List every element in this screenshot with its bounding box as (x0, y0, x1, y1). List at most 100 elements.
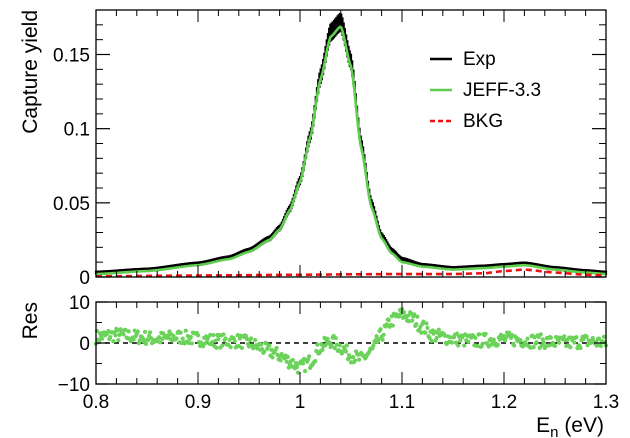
energy-tick-label: 0.9 (185, 392, 211, 413)
residual-point (401, 310, 407, 315)
residual-point (178, 330, 183, 335)
residual-point (333, 335, 338, 341)
residual-point (414, 322, 419, 327)
residual-point (601, 334, 607, 339)
residual-point (410, 318, 415, 323)
residual-point (203, 341, 208, 346)
residual-plot-area (93, 306, 609, 375)
residual-point (290, 357, 295, 363)
residual-point (412, 312, 417, 317)
residual-point (116, 338, 121, 343)
residual-point (449, 340, 455, 345)
residual-tick-label: 10 (69, 293, 90, 314)
residual-point (491, 337, 496, 342)
residual-point (329, 343, 334, 348)
residual-point (158, 340, 163, 345)
residual-point (458, 338, 463, 343)
residual-point (512, 343, 517, 348)
residual-tick-label: 0 (79, 334, 90, 355)
yield-y-ticks: 0 0.05 0.1 0.15 (53, 10, 607, 289)
bkg-line (95, 268, 607, 278)
residual-point (596, 336, 601, 341)
residual-point (208, 332, 213, 337)
residual-y-ticks: −10 0 10 (58, 293, 606, 396)
residual-point (473, 335, 478, 340)
residual-point (423, 330, 428, 335)
residual-point (214, 345, 219, 350)
yield-tick-label: 0.15 (53, 46, 90, 67)
residual-point (147, 330, 153, 335)
legend-label-exp: Exp (463, 49, 496, 70)
residual-point (320, 347, 325, 352)
residual-point (183, 328, 188, 333)
residual-point (562, 334, 567, 339)
residual-point (313, 359, 318, 364)
residual-point (541, 340, 546, 345)
yield-tick-label: 0 (79, 268, 90, 289)
residual-point (220, 343, 225, 348)
yield-axis-title: Capture yield (19, 10, 42, 134)
residual-point (343, 349, 348, 354)
residual-point (126, 329, 131, 334)
residual-point (216, 336, 221, 342)
residual-point (253, 338, 258, 343)
residual-point (518, 337, 523, 343)
residual-point (374, 334, 379, 339)
exp-data-band (94, 12, 608, 275)
residual-point (157, 335, 162, 340)
residual-point (239, 345, 244, 351)
residual-point (293, 360, 299, 366)
residual-point (135, 329, 140, 334)
residual-point (407, 318, 412, 324)
residual-point (556, 340, 562, 345)
residual-point (381, 332, 386, 337)
residual-point (483, 331, 488, 336)
yield-tick-label: 0.1 (64, 120, 90, 141)
residual-point (171, 333, 176, 339)
yield-panel: 0 0.05 0.1 0.15 Capture yield Exp JEFF-3.3 … (19, 9, 608, 289)
residual-point (352, 358, 358, 363)
residual-x-ticks: 0.8 0.9 1 1.1 1.2 1.3 (83, 302, 619, 413)
residual-point (434, 335, 439, 341)
residual-point (213, 338, 218, 343)
residual-point (236, 344, 241, 349)
energy-tick-label: 1.1 (389, 392, 415, 413)
energy-tick-label: 1.2 (491, 392, 517, 413)
residual-point (594, 343, 599, 348)
residual-point (325, 336, 330, 341)
legend-label-bkg: BKG (463, 111, 503, 132)
residual-point (578, 345, 583, 351)
residual-point (436, 327, 441, 332)
residual-point (131, 337, 136, 342)
residual-point (140, 336, 146, 341)
residual-point (390, 323, 395, 328)
legend-label-jeff: JEFF-3.3 (463, 80, 541, 101)
legend: Exp JEFF-3.3 BKG (430, 49, 541, 132)
residual-point (262, 349, 267, 354)
residual-point (121, 332, 126, 337)
yield-frame (95, 9, 607, 278)
residual-point (384, 322, 389, 327)
residual-point (145, 338, 151, 343)
energy-tick-label: 1.3 (593, 392, 619, 413)
energy-axis-title-main: E (536, 414, 550, 437)
jeff-model-line (95, 25, 607, 276)
residual-point (480, 341, 485, 346)
residual-panel: −10 0 10 0.8 0.9 1 1.1 1.2 1.3 Res En (eV) (19, 293, 619, 438)
residual-point (167, 329, 172, 334)
residual-point (228, 345, 233, 350)
residual-point (585, 343, 590, 348)
residual-point (195, 333, 201, 338)
residual-point (534, 340, 539, 345)
residual-point (415, 314, 420, 319)
residual-point (447, 335, 453, 340)
residual-point (111, 339, 116, 344)
residual-point (269, 347, 274, 352)
residual-point (350, 355, 356, 360)
residual-point (180, 336, 185, 341)
energy-axis-title-unit: (eV) (558, 414, 604, 437)
residual-point (96, 338, 102, 343)
residual-point (274, 345, 279, 351)
residual-point (142, 329, 148, 335)
